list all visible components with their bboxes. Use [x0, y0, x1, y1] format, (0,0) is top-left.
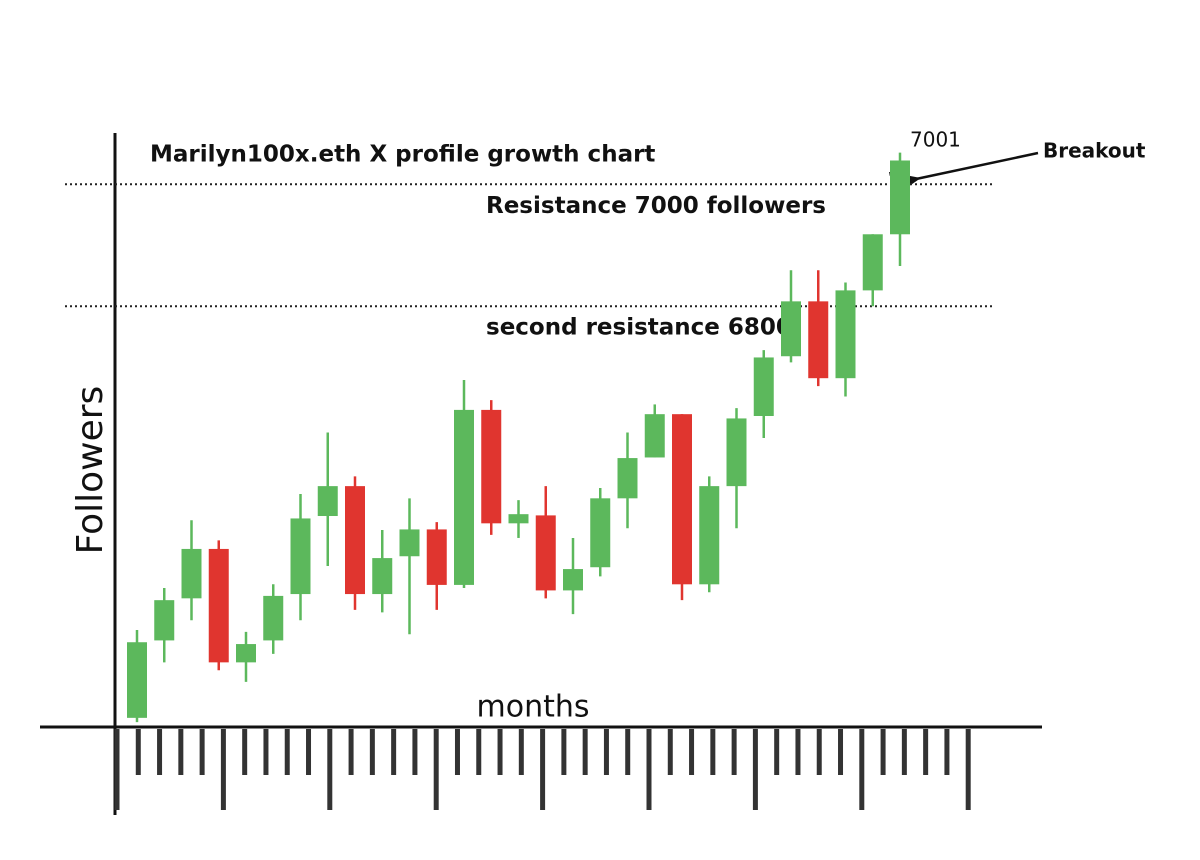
candle-body: [644, 414, 665, 458]
candle-body: [127, 642, 147, 718]
resistance-label: Resistance 7000 followers: [486, 193, 826, 219]
candle-body: [181, 548, 202, 599]
annotation: Breakout: [1043, 139, 1146, 163]
candle-body: [699, 486, 720, 585]
resistance-label: second resistance 6800: [486, 315, 792, 341]
chart-title: Marilyn100x.eth X profile growth chart: [150, 142, 655, 168]
x-ticks: [114, 729, 971, 810]
breakout-arrow: [888, 151, 1039, 197]
candle-body: [154, 600, 175, 641]
candle-body: [263, 595, 284, 641]
candle-body: [808, 301, 829, 379]
candle-body: [508, 514, 529, 524]
candle-body: [890, 160, 910, 235]
candle-body: [862, 234, 883, 291]
candle-body: [753, 357, 774, 416]
candle-body: [426, 529, 447, 585]
y-axis-label: Followers: [70, 386, 111, 555]
candle-body: [372, 558, 393, 595]
candle-body: [481, 409, 502, 524]
candle-body: [563, 569, 583, 591]
candle-body: [590, 498, 611, 568]
candle-body: [290, 518, 311, 595]
candle-body: [208, 548, 229, 663]
candle-body: [345, 486, 365, 595]
candle-body: [535, 515, 556, 591]
annotation: 7001: [910, 128, 961, 152]
candle-body: [317, 486, 338, 517]
candle-body: [672, 414, 692, 585]
candle-body: [454, 409, 474, 585]
candle-body: [399, 529, 420, 557]
x-axis-label: months: [477, 690, 590, 725]
candle-body: [236, 644, 256, 663]
candle-body: [781, 301, 801, 357]
candle-body: [726, 418, 747, 487]
candle-body: [617, 458, 638, 499]
candle-body: [835, 290, 856, 379]
